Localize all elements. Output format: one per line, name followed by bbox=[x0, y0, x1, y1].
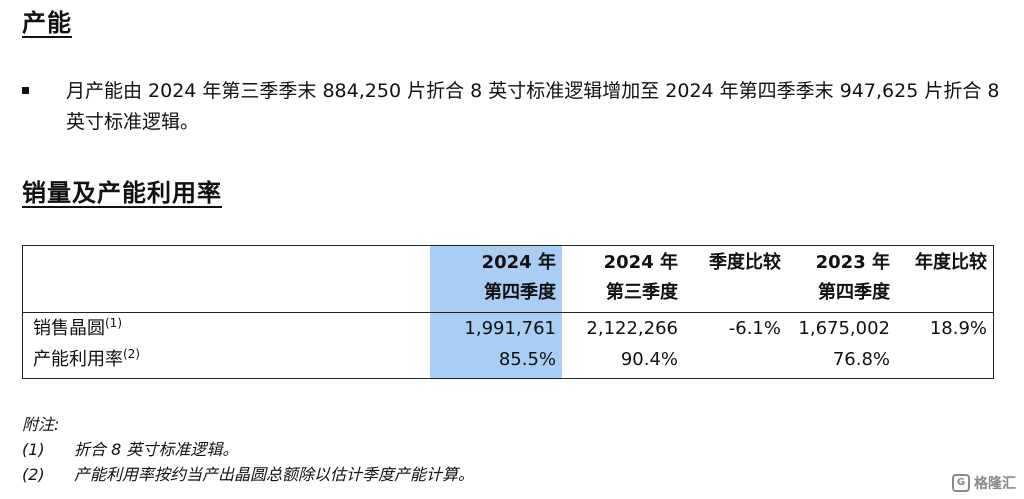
table-row-label-utilization: 产能利用率(2) bbox=[33, 347, 140, 370]
footnote-2: (2) 产能利用率按约当产出晶圆总额除以估计季度产能计算。 bbox=[22, 462, 474, 487]
sales-utilization-table: 2024 年 第四季度 2024 年 第三季度 季度比较 2023 年 第四季度… bbox=[22, 245, 994, 379]
cell-wafers-qoq: -6.1% bbox=[728, 318, 781, 339]
footnotes: 附注: (1) 折合 8 英寸标准逻辑。 (2) 产能利用率按约当产出晶圆总额除… bbox=[22, 412, 474, 487]
cell-utilization-q3-2024: 90.4% bbox=[620, 349, 678, 370]
bullet-square-icon bbox=[22, 87, 29, 94]
col-header-q4-2023-quarter: 第四季度 bbox=[818, 282, 890, 303]
cell-wafers-q3-2024: 2,122,266 bbox=[586, 318, 678, 339]
cell-wafers-q4-2024: 1,991,761 bbox=[464, 318, 556, 339]
footnote-ref-2: (2) bbox=[123, 347, 140, 361]
footnote-1-text: 折合 8 英寸标准逻辑。 bbox=[74, 440, 239, 459]
section-title-sales-utilization: 销量及产能利用率 bbox=[22, 179, 222, 207]
table-row-label-wafers: 销售晶圆(1) bbox=[33, 316, 122, 339]
col-header-qoq: 季度比较 bbox=[709, 252, 781, 273]
capacity-bullet-text: 月产能由 2024 年第三季季末 884,250 片折合 8 英寸标准逻辑增加至… bbox=[66, 80, 1000, 133]
section-title-capacity: 产能 bbox=[22, 9, 72, 37]
watermark-logo-icon: G bbox=[952, 474, 970, 492]
cell-utilization-q4-2023: 76.8% bbox=[832, 349, 890, 370]
footnote-1-number: (1) bbox=[22, 440, 45, 459]
col-header-yoy: 年度比较 bbox=[915, 252, 987, 273]
cell-wafers-yoy: 18.9% bbox=[929, 318, 987, 339]
cell-utilization-q4-2024: 85.5% bbox=[498, 349, 556, 370]
col-header-q4-2024-year: 2024 年 bbox=[481, 252, 556, 273]
footnote-2-number: (2) bbox=[22, 465, 45, 484]
footnotes-heading: 附注: bbox=[22, 415, 60, 434]
watermark: G 格隆汇 bbox=[952, 473, 1016, 493]
col-header-q4-2024-quarter: 第四季度 bbox=[484, 282, 556, 303]
watermark-text: 格隆汇 bbox=[974, 476, 1016, 492]
footnote-1: (1) 折合 8 英寸标准逻辑。 bbox=[22, 437, 238, 462]
col-header-q4-2023-year: 2023 年 bbox=[815, 252, 890, 273]
footnote-2-text: 产能利用率按约当产出晶圆总额除以估计季度产能计算。 bbox=[74, 465, 475, 484]
footnote-ref-1: (1) bbox=[105, 316, 122, 330]
header-divider bbox=[23, 312, 993, 313]
col-header-q3-2024-quarter: 第三季度 bbox=[606, 282, 678, 303]
cell-wafers-q4-2023: 1,675,002 bbox=[798, 318, 890, 339]
col-header-q3-2024-year: 2024 年 bbox=[603, 252, 678, 273]
